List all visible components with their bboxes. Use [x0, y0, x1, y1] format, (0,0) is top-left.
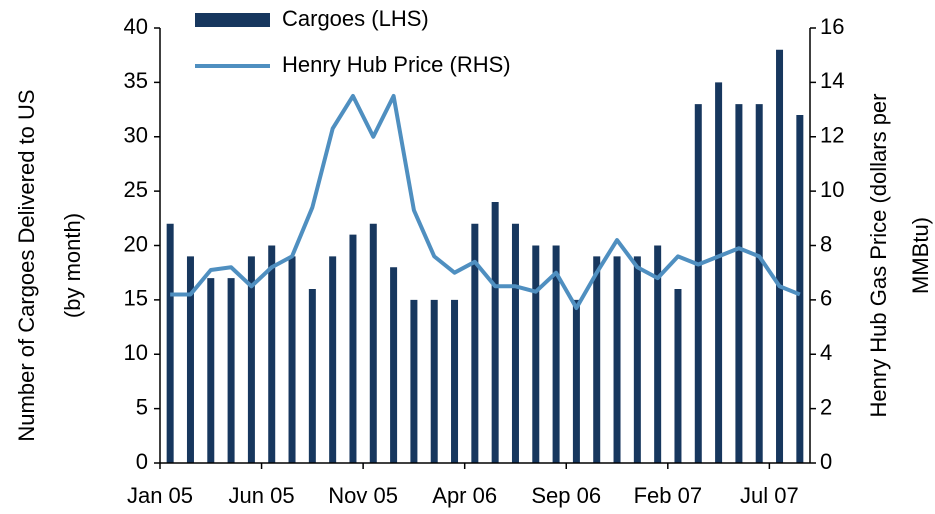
y2-tick-label: 2: [820, 394, 832, 419]
x-tick-label: Apr 06: [432, 483, 497, 508]
bar: [674, 289, 682, 463]
legend-label: Cargoes (LHS): [282, 6, 429, 31]
y-tick-label: 0: [136, 449, 148, 474]
bar: [390, 267, 398, 463]
bar: [552, 245, 560, 463]
bar: [491, 202, 499, 463]
bar: [369, 223, 377, 463]
bar: [410, 299, 418, 463]
x-tick-label: Jun 05: [229, 483, 295, 508]
bar: [308, 289, 316, 463]
y2-tick-label: 4: [820, 340, 832, 365]
y2-tick-label: 0: [820, 449, 832, 474]
x-tick-label: Feb 07: [634, 483, 703, 508]
y2-tick-label: 8: [820, 231, 832, 256]
bar: [511, 223, 519, 463]
bar: [694, 104, 702, 463]
bar: [715, 82, 723, 463]
legend-swatch: [195, 13, 270, 27]
bar: [288, 256, 296, 463]
bar: [329, 256, 337, 463]
price-line: [170, 93, 801, 311]
y-tick-label: 35: [124, 68, 148, 93]
bar: [654, 245, 662, 463]
y2-axis-title: Henry Hub Gas Price (dollars per: [866, 93, 891, 417]
bar: [247, 256, 255, 463]
y-axis-title: Number of Cargoes Delivered to US: [14, 89, 39, 441]
y2-axis-title: MMBtu): [908, 217, 933, 294]
bar: [227, 278, 235, 463]
bar: [207, 278, 215, 463]
y-tick-label: 40: [124, 14, 148, 39]
bar: [633, 256, 641, 463]
bar: [572, 299, 580, 463]
bar: [268, 245, 276, 463]
y2-tick-label: 10: [820, 177, 844, 202]
y-tick-label: 15: [124, 286, 148, 311]
x-tick-label: Jul 07: [740, 483, 799, 508]
bar: [349, 234, 357, 463]
bar: [796, 115, 804, 463]
y-tick-label: 20: [124, 231, 148, 256]
y2-tick-label: 14: [820, 68, 844, 93]
legend-label: Henry Hub Price (RHS): [282, 52, 511, 77]
bar: [430, 299, 438, 463]
x-tick-label: Nov 05: [328, 483, 398, 508]
x-tick-label: Jan 05: [127, 483, 193, 508]
bar: [532, 245, 540, 463]
bar: [776, 49, 784, 463]
y-tick-label: 30: [124, 123, 148, 148]
y-tick-label: 10: [124, 340, 148, 365]
bar: [451, 299, 459, 463]
y-tick-label: 5: [136, 394, 148, 419]
bar: [755, 104, 763, 463]
bar: [166, 223, 174, 463]
bar: [613, 256, 621, 463]
bar: [186, 256, 194, 463]
y-axis-title: (by month): [60, 213, 85, 318]
y2-tick-label: 16: [820, 14, 844, 39]
x-tick-label: Sep 06: [531, 483, 601, 508]
bar: [471, 223, 479, 463]
y2-tick-label: 12: [820, 123, 844, 148]
y2-tick-label: 6: [820, 286, 832, 311]
bar: [735, 104, 743, 463]
bar: [593, 256, 601, 463]
y-tick-label: 25: [124, 177, 148, 202]
